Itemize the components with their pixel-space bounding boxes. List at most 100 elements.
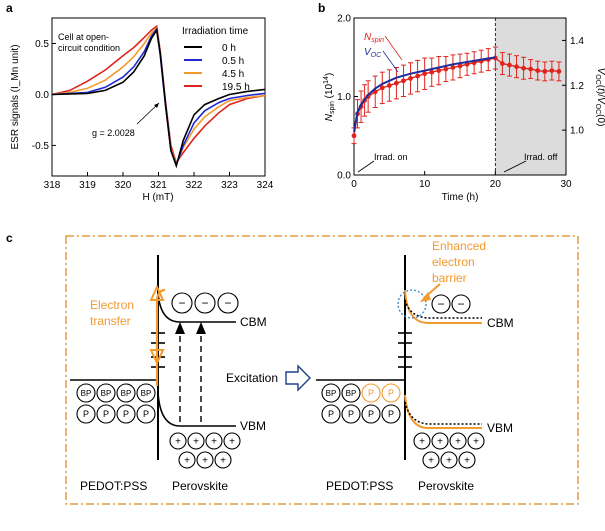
pss-p-label: P	[348, 409, 354, 419]
trap-states-right	[398, 332, 412, 368]
chart-a-xtick-label: 323	[221, 180, 238, 191]
hole	[431, 432, 449, 450]
chart-a-xlabel: H (mT)	[142, 192, 173, 203]
pedot-p	[361, 383, 381, 403]
nspin-point	[351, 133, 357, 139]
nspin-point	[401, 78, 406, 84]
g-factor-label: g = 2.0028	[92, 128, 135, 138]
pedot-bp	[76, 383, 96, 403]
pss-p	[321, 404, 341, 424]
panel-label-b: b	[318, 1, 325, 15]
holes-right: + + + ++ + +	[413, 432, 485, 469]
hole-label: +	[175, 437, 181, 448]
chart-a-legend-label: 19.5 h	[222, 82, 250, 93]
nspin-point	[429, 69, 435, 75]
chart-a-annotation: Cell at open-circuit condition	[58, 32, 120, 53]
nspin-point	[500, 61, 505, 66]
electron-label: −	[437, 297, 444, 311]
electron-transfer-arrowhead	[149, 284, 165, 301]
pedot-p-label: P	[388, 388, 394, 398]
nspin-point	[379, 85, 385, 91]
hole-label: +	[455, 437, 461, 448]
pedot-bp	[136, 383, 156, 403]
nspin-point	[394, 80, 399, 86]
pedot-bp-label: BP	[141, 389, 152, 398]
voc-line	[353, 56, 496, 132]
pedot-bp-label: BP	[346, 389, 357, 398]
pedot-label-right: PEDOT:PSS	[326, 479, 393, 493]
pedot-bp-label: BP	[101, 389, 112, 398]
electron-label: −	[178, 296, 185, 310]
hole	[413, 432, 431, 450]
pedot-bp-label: BP	[121, 389, 132, 398]
nspin-point	[514, 64, 519, 70]
chart-b-ytick-left-label: 0.0	[337, 171, 351, 182]
electrons-left: − − −	[171, 292, 239, 314]
chart-a-ytick-label: 0.0	[35, 90, 49, 101]
pss-p	[361, 404, 381, 424]
vbm-right-original	[404, 401, 482, 425]
electron	[217, 292, 239, 314]
cbm-label-right: CBM	[487, 316, 514, 330]
excitation-arrowhead-2	[196, 322, 206, 334]
hole-label: +	[464, 456, 470, 467]
barrier-arrowhead	[420, 292, 431, 302]
electron-transfer-label: Electron transfer	[90, 298, 134, 328]
electron-label: −	[224, 296, 231, 310]
electron	[431, 294, 451, 314]
hole-label: +	[428, 456, 434, 467]
nspin-point	[408, 76, 413, 81]
hole	[169, 432, 187, 450]
chart-b-ylabel-right: VOC(t)/VOC(0)	[594, 68, 605, 127]
pedot-bp	[321, 383, 341, 403]
pss-p-label: P	[328, 409, 334, 419]
hole-label: +	[202, 456, 208, 467]
hole	[196, 451, 214, 469]
vbm-left	[157, 391, 236, 427]
chart-a-xtick-label: 319	[79, 180, 96, 191]
chart-b-xlabel: Time (h)	[442, 192, 479, 203]
vbm-right-enhanced	[404, 394, 482, 429]
excitation-arrowhead-1	[175, 322, 185, 334]
electron	[194, 292, 216, 314]
pss-p-label: P	[143, 409, 149, 419]
pss-p	[341, 404, 361, 424]
pss-p	[381, 404, 401, 424]
legend-voc-pointer	[382, 50, 399, 73]
hole	[440, 451, 458, 469]
nspin-point	[386, 83, 392, 88]
pss-p	[116, 404, 136, 424]
chart-a-xtick-label: 320	[115, 180, 132, 191]
chart-b-ytick-right-label: 1.0	[570, 126, 584, 137]
band-diagram: Electron transfer Excitation CBM VBM − − − …	[65, 235, 579, 505]
chart-b-ytick-right-label: 1.2	[570, 81, 584, 92]
legend-voc: VOC	[364, 47, 382, 59]
hole	[422, 451, 440, 469]
nspin-point	[556, 68, 562, 74]
nspin-point	[521, 65, 526, 71]
pss-p-label: P	[123, 409, 129, 419]
chart-a-ytick-label: 0.5	[35, 39, 49, 50]
irrad-on-arrow	[357, 160, 375, 173]
pedot-label-left: PEDOT:PSS	[80, 479, 147, 493]
cbm-right-original	[404, 299, 482, 319]
irrad-off-shade	[495, 18, 566, 175]
nspin-point	[535, 68, 541, 73]
pss-p	[96, 404, 116, 424]
chart-b-xtick-label: 20	[490, 179, 502, 190]
hole	[458, 451, 476, 469]
hole-label: +	[446, 456, 452, 467]
pedot-bp-label: BP	[326, 389, 337, 398]
barrier-highlight-circle	[397, 289, 427, 319]
transition-arrow	[285, 364, 311, 392]
nspin-point	[443, 66, 449, 72]
hole	[214, 451, 232, 469]
chart-a-xtick-label: 318	[44, 180, 61, 191]
electron-transfer-arrowhead-2	[149, 349, 165, 366]
pss-p-label: P	[368, 409, 374, 419]
pedot-species-right: BP BP P P P P P P	[321, 383, 401, 424]
pss-p-label: P	[83, 409, 89, 419]
vbm-label-right: VBM	[487, 421, 513, 435]
hole	[178, 451, 196, 469]
